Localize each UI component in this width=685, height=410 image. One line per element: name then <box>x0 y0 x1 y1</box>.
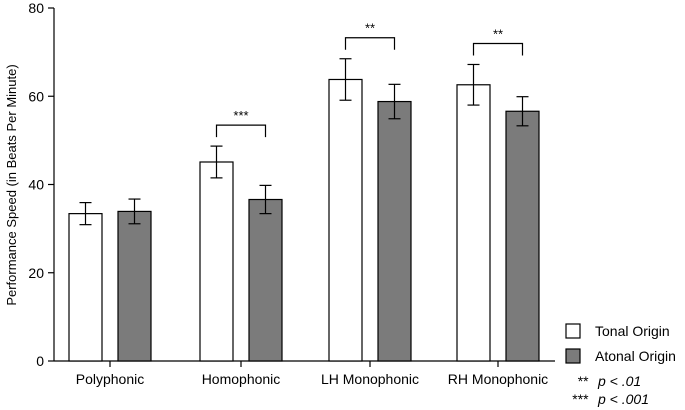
significance-notes: ** p < .01 *** p < .001 <box>572 373 649 407</box>
bars-group <box>68 78 540 362</box>
y-tick-label: 20 <box>28 265 44 281</box>
legend-label: Tonal Origin <box>595 323 670 339</box>
bar-atonal <box>377 100 412 362</box>
x-tick-label: Polyphonic <box>76 371 145 387</box>
significance-group: ***** ** <box>215 21 524 138</box>
significance-bracket <box>472 42 524 56</box>
legend: Tonal Origin Atonal Origin <box>565 323 676 364</box>
bar-tonal <box>328 78 363 362</box>
bar-atonal <box>117 210 152 362</box>
legend-label: Atonal Origin <box>595 348 676 364</box>
significance-label: ** <box>493 26 503 41</box>
error-bars-group <box>79 58 529 226</box>
y-tick-label: 0 <box>36 353 44 369</box>
bar-atonal <box>505 110 540 362</box>
note-text: p < .01 <box>597 373 641 389</box>
legend-swatch <box>565 348 581 364</box>
bar-tonal <box>68 213 103 362</box>
bar-tonal <box>199 161 234 362</box>
note-text: p < .001 <box>597 391 649 407</box>
x-tick-label: RH Monophonic <box>448 371 548 387</box>
x-tick-label: Homophonic <box>202 371 281 387</box>
bar-atonal <box>248 198 283 362</box>
y-axis-title: Performance Speed (in Beats Per Minute) <box>4 64 19 305</box>
note-stars: *** <box>572 391 589 407</box>
x-tick-label: LH Monophonic <box>321 371 419 387</box>
bar-tonal <box>456 84 491 362</box>
note-stars: ** <box>577 373 588 389</box>
significance-label: *** <box>233 108 248 123</box>
significance-bracket <box>215 124 267 138</box>
y-tick-label: 60 <box>28 88 44 104</box>
y-tick-label: 40 <box>28 177 44 193</box>
y-tick-label: 80 <box>28 0 44 16</box>
legend-swatch <box>565 323 581 339</box>
axes: 0 20 40 60 80 Polyphonic Homophonic LH Monophon… <box>28 0 555 387</box>
significance-label: ** <box>365 21 375 36</box>
significance-bracket <box>344 37 396 50</box>
